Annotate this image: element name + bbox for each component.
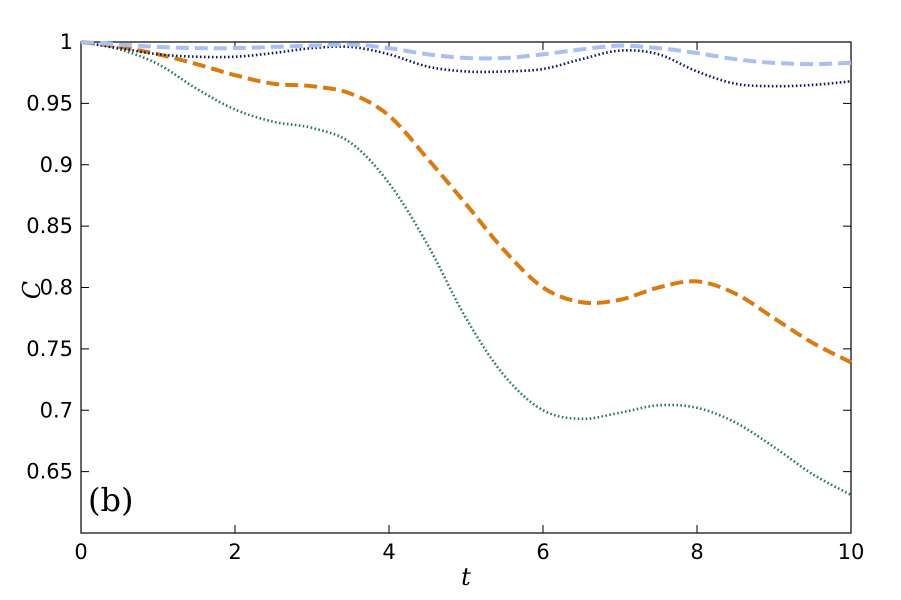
plot-frame bbox=[80, 41, 852, 534]
ticks-layer: 0 2 4 6 8 10 0.65 0.7 0.75 0.8 0.85 0.9 0.95 1 bbox=[26, 30, 864, 564]
y-tick-label: 0.8 bbox=[40, 276, 73, 300]
y-tick-label: 1 bbox=[60, 30, 73, 54]
series-line-4-dotted bbox=[80, 40, 852, 497]
x-axis-label: t bbox=[461, 563, 471, 591]
y-tick-label: 0.85 bbox=[26, 214, 73, 238]
y-tick-label: 0.65 bbox=[26, 460, 73, 484]
series-layer bbox=[80, 40, 852, 497]
x-tick-label: 0 bbox=[74, 540, 87, 564]
x-tick-label: 8 bbox=[690, 540, 703, 564]
x-tick-label: 6 bbox=[536, 540, 549, 564]
series-line-1-dashed bbox=[80, 40, 852, 67]
x-tick-label: 2 bbox=[228, 540, 241, 564]
x-tick-label: 10 bbox=[838, 540, 865, 564]
y-tick-label: 0.9 bbox=[40, 153, 73, 177]
panel-label: (b) bbox=[88, 481, 133, 519]
series-line-3-dashed bbox=[80, 40, 852, 365]
y-tick-label: 0.75 bbox=[26, 337, 73, 361]
y-tick-label: 0.95 bbox=[26, 91, 73, 115]
y-axis-label: C bbox=[18, 281, 46, 299]
y-tick-label: 0.7 bbox=[40, 398, 73, 422]
x-tick-label: 4 bbox=[382, 540, 395, 564]
